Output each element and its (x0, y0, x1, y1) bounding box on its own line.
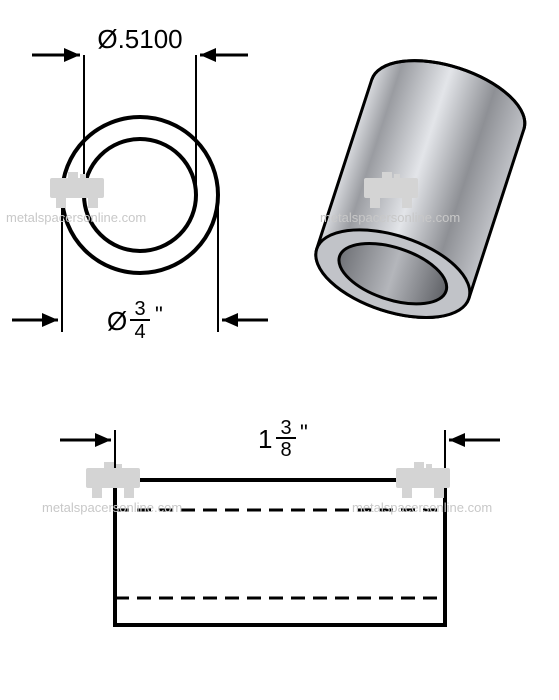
technical-drawing: Ø.5100 Ø 3 4 " (0, 0, 559, 700)
outer-dim-fraction: 3 4 " (130, 298, 163, 343)
outer-dim: Ø 3 4 " (12, 195, 268, 343)
svg-text:3: 3 (134, 298, 145, 320)
svg-text:": " (300, 420, 308, 445)
svg-text:3: 3 (280, 417, 291, 439)
svg-text:8: 8 (280, 439, 291, 461)
iso-view (305, 44, 536, 335)
length-dim-fraction: 3 8 " (276, 417, 308, 461)
outer-dim-label: Ø (107, 306, 127, 336)
inner-dim-label: Ø.5100 (97, 24, 182, 54)
length-dim-whole: 1 (258, 424, 272, 454)
side-view: 1 3 8 " (60, 417, 500, 625)
svg-text:": " (155, 302, 163, 327)
drawing-svg: Ø.5100 Ø 3 4 " (0, 0, 559, 700)
length-dim: 1 3 8 " (60, 417, 500, 480)
side-rect (115, 480, 445, 625)
svg-text:4: 4 (134, 321, 145, 343)
inner-diameter-circle (84, 139, 196, 251)
top-view: Ø.5100 Ø 3 4 " (12, 24, 268, 343)
